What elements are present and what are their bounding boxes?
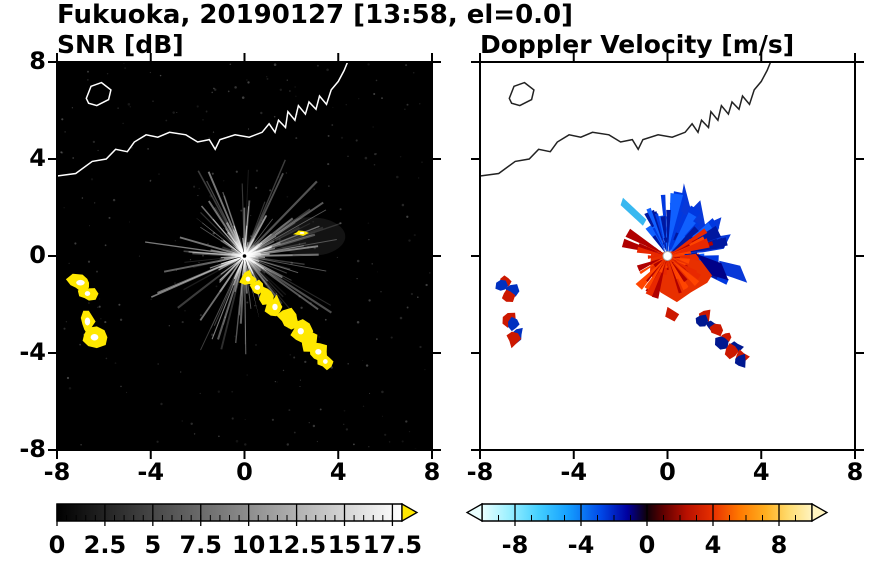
figure-title: Fukuoka, 20190127 [13:58, el=0.0] [57,0,574,30]
snr-colorbar-tick-label: 5 [144,531,162,559]
y-axis-tick-label: 4 [29,144,46,172]
snr-panel-title: SNR [dB] [57,30,184,59]
x-axis-tick-label: 4 [329,458,347,486]
y-axis-tick-label: 8 [29,47,46,75]
x-axis-tick-label: 0 [236,458,253,486]
x-axis-tick-label: -8 [466,458,494,486]
y-axis-tick-label: 0 [29,241,46,269]
x-axis-tick-label: -4 [137,458,165,486]
x-axis-tick-label: 8 [846,458,864,486]
snr-plot [48,53,441,459]
velocity-panel-title: Doppler Velocity [m/s] [480,30,795,59]
velocity-colorbar-tick-label: 8 [770,531,788,559]
snr-colorbar-tick-label: 2.5 [83,531,127,559]
snr-colorbar-tick-label: 15 [327,531,362,559]
y-axis-tick-label: -8 [19,435,46,463]
velocity-colorbar-tick-label: -4 [567,531,595,559]
snr-colorbar-tick-label: 10 [231,531,266,559]
snr-colorbar-tick-label: 12.5 [266,531,327,559]
x-axis-tick-label: -8 [43,458,71,486]
x-axis-tick-label: 4 [752,458,770,486]
velocity-colorbar-tick-label: 4 [704,531,722,559]
snr-colorbar-tick-label: 0 [48,531,66,559]
y-axis-tick-label: -4 [19,338,46,366]
velocity-colorbar-tick-label: -8 [501,531,529,559]
snr-colorbar-tick-label: 7.5 [179,531,222,559]
velocity-plot [471,53,864,459]
velocity-colorbar [465,502,829,526]
x-axis-tick-label: 8 [423,458,441,486]
x-axis-tick-label: 0 [659,458,676,486]
velocity-colorbar-tick-label: 0 [638,531,656,559]
x-axis-tick-label: -4 [560,458,588,486]
snr-colorbar-tick-label: 17.5 [362,531,423,559]
snr-colorbar [56,502,419,526]
